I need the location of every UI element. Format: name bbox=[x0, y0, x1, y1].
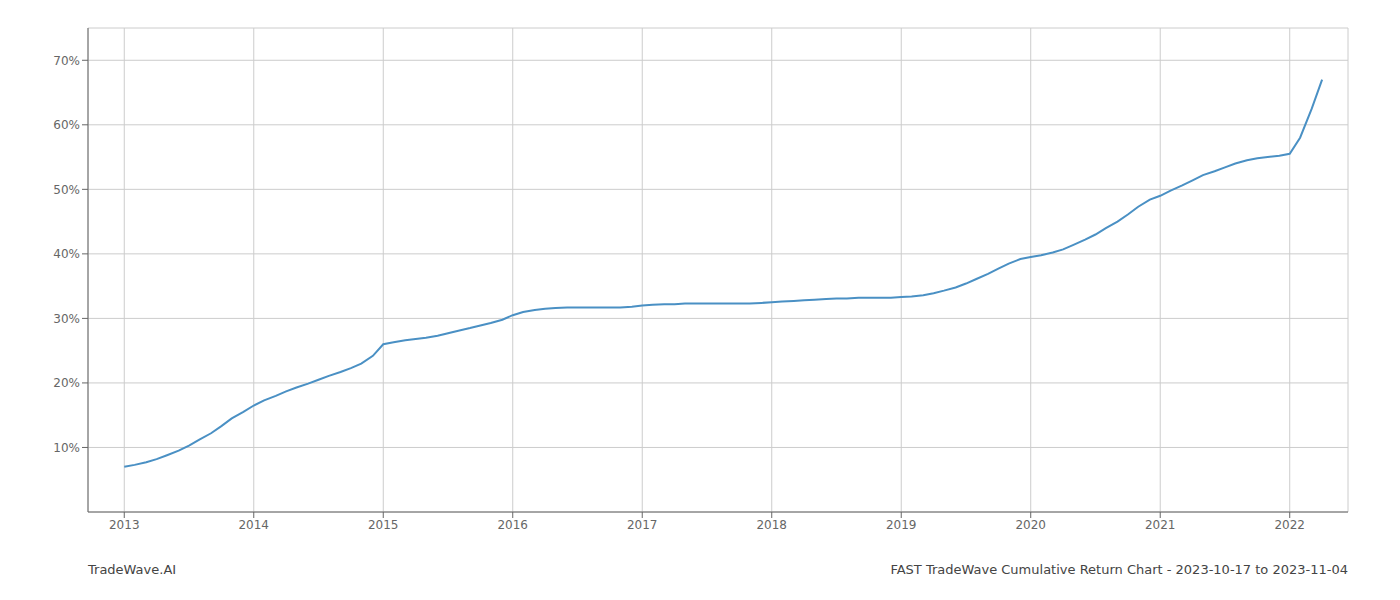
svg-text:2017: 2017 bbox=[627, 518, 658, 532]
html-text:TradeWave.AI: TradeWave.AI bbox=[88, 562, 177, 577]
svg-text:10%: 10% bbox=[53, 441, 80, 455]
svg-text:40%: 40% bbox=[53, 247, 80, 261]
svg-text:2020: 2020 bbox=[1015, 518, 1046, 532]
svg-text:2014: 2014 bbox=[238, 518, 269, 532]
svg-text:50%: 50% bbox=[53, 183, 80, 197]
svg-text:2018: 2018 bbox=[756, 518, 787, 532]
svg-text:20%: 20% bbox=[53, 376, 80, 390]
html-text:FAST TradeWave Cumulative Retu: FAST TradeWave Cumulative Return Chart -… bbox=[890, 562, 1348, 577]
svg-text:2022: 2022 bbox=[1274, 518, 1305, 532]
svg-text:70%: 70% bbox=[53, 54, 80, 68]
svg-text:2016: 2016 bbox=[497, 518, 528, 532]
svg-text:2021: 2021 bbox=[1145, 518, 1176, 532]
svg-text:30%: 30% bbox=[53, 312, 80, 326]
svg-text:2013: 2013 bbox=[109, 518, 140, 532]
svg-text:60%: 60% bbox=[53, 118, 80, 132]
svg-text:2019: 2019 bbox=[886, 518, 917, 532]
svg-text:2015: 2015 bbox=[368, 518, 399, 532]
